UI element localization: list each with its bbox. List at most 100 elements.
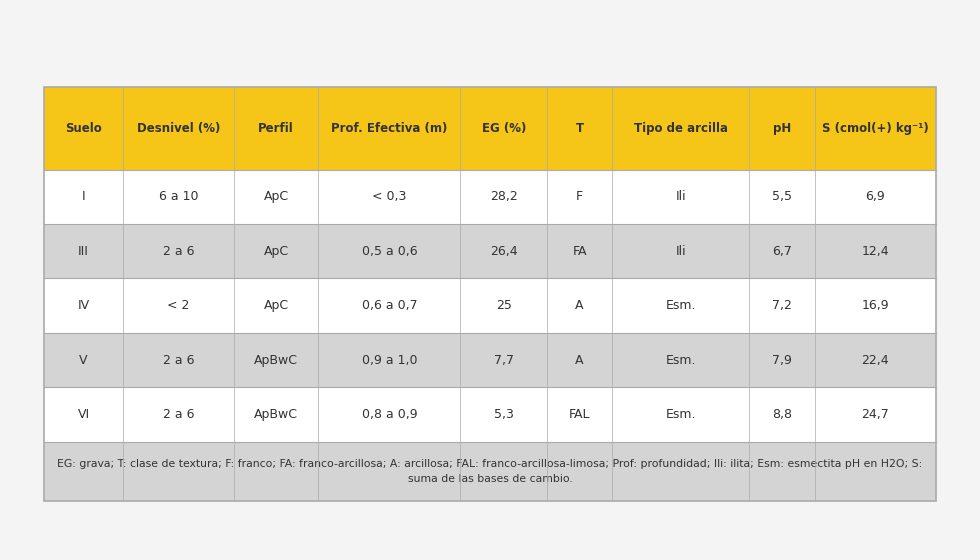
Bar bbox=[44, 224, 123, 278]
Bar bbox=[814, 388, 936, 442]
Bar bbox=[461, 224, 547, 278]
Text: ApC: ApC bbox=[264, 299, 288, 312]
Bar bbox=[750, 224, 814, 278]
Bar bbox=[612, 87, 750, 170]
Text: < 0,3: < 0,3 bbox=[372, 190, 407, 203]
Text: ApBwC: ApBwC bbox=[254, 353, 298, 367]
Bar bbox=[318, 87, 461, 170]
Text: 8,8: 8,8 bbox=[772, 408, 792, 421]
Bar bbox=[461, 278, 547, 333]
Bar bbox=[547, 333, 612, 388]
Text: 6,7: 6,7 bbox=[772, 245, 792, 258]
Text: VI: VI bbox=[77, 408, 90, 421]
Bar bbox=[814, 87, 936, 170]
Text: S (cmol(+) kg⁻¹): S (cmol(+) kg⁻¹) bbox=[822, 122, 929, 135]
Bar bbox=[318, 170, 461, 224]
Bar bbox=[750, 333, 814, 388]
Text: ApC: ApC bbox=[264, 245, 288, 258]
Bar bbox=[612, 170, 750, 224]
Bar bbox=[814, 170, 936, 224]
Bar bbox=[44, 333, 123, 388]
Bar bbox=[123, 87, 234, 170]
Text: IV: IV bbox=[77, 299, 90, 312]
Bar bbox=[234, 333, 318, 388]
Bar bbox=[461, 87, 547, 170]
Text: 5,3: 5,3 bbox=[494, 408, 514, 421]
Text: ApBwC: ApBwC bbox=[254, 408, 298, 421]
Bar bbox=[234, 87, 318, 170]
Bar bbox=[750, 388, 814, 442]
Text: EG: grava; T: clase de textura; F: franco; FA: franco-arcillosa; A: arcillosa; F: EG: grava; T: clase de textura; F: franc… bbox=[58, 459, 922, 484]
Text: 0,8 a 0,9: 0,8 a 0,9 bbox=[362, 408, 417, 421]
Text: ApC: ApC bbox=[264, 190, 288, 203]
Bar bbox=[318, 333, 461, 388]
Text: 12,4: 12,4 bbox=[861, 245, 889, 258]
Bar bbox=[612, 388, 750, 442]
Text: I: I bbox=[81, 190, 85, 203]
Bar bbox=[750, 170, 814, 224]
Bar bbox=[123, 333, 234, 388]
Text: Esm.: Esm. bbox=[665, 299, 696, 312]
Bar bbox=[234, 278, 318, 333]
Bar bbox=[750, 87, 814, 170]
Bar bbox=[461, 170, 547, 224]
Bar bbox=[234, 388, 318, 442]
Bar bbox=[318, 388, 461, 442]
Text: III: III bbox=[78, 245, 89, 258]
Text: F: F bbox=[576, 190, 583, 203]
Bar bbox=[44, 442, 936, 501]
Bar bbox=[318, 224, 461, 278]
Bar bbox=[547, 87, 612, 170]
Text: Ili: Ili bbox=[675, 190, 686, 203]
Text: A: A bbox=[575, 353, 584, 367]
Text: Esm.: Esm. bbox=[665, 353, 696, 367]
Bar bbox=[750, 278, 814, 333]
Bar bbox=[234, 170, 318, 224]
Bar bbox=[44, 388, 123, 442]
Bar bbox=[123, 388, 234, 442]
Text: EG (%): EG (%) bbox=[481, 122, 526, 135]
Bar bbox=[547, 170, 612, 224]
Bar bbox=[44, 170, 123, 224]
Bar bbox=[44, 87, 936, 501]
Bar bbox=[814, 224, 936, 278]
Text: Perfil: Perfil bbox=[258, 122, 294, 135]
Bar bbox=[123, 224, 234, 278]
Text: 2 a 6: 2 a 6 bbox=[163, 245, 194, 258]
Bar bbox=[547, 278, 612, 333]
Bar bbox=[612, 333, 750, 388]
Bar bbox=[461, 388, 547, 442]
Text: Ili: Ili bbox=[675, 245, 686, 258]
Bar bbox=[814, 278, 936, 333]
Text: 7,9: 7,9 bbox=[772, 353, 792, 367]
Text: 16,9: 16,9 bbox=[861, 299, 889, 312]
Text: 2 a 6: 2 a 6 bbox=[163, 353, 194, 367]
Text: 0,6 a 0,7: 0,6 a 0,7 bbox=[362, 299, 417, 312]
Bar bbox=[612, 278, 750, 333]
Text: T: T bbox=[575, 122, 584, 135]
Text: 24,7: 24,7 bbox=[861, 408, 889, 421]
Text: pH: pH bbox=[773, 122, 791, 135]
Text: 2 a 6: 2 a 6 bbox=[163, 408, 194, 421]
Bar bbox=[234, 224, 318, 278]
Text: 7,7: 7,7 bbox=[494, 353, 514, 367]
Text: 25: 25 bbox=[496, 299, 512, 312]
Bar bbox=[461, 333, 547, 388]
Text: < 2: < 2 bbox=[168, 299, 190, 312]
Text: 5,5: 5,5 bbox=[772, 190, 792, 203]
Bar bbox=[814, 333, 936, 388]
Text: 28,2: 28,2 bbox=[490, 190, 517, 203]
Text: V: V bbox=[79, 353, 88, 367]
Text: Prof. Efectiva (m): Prof. Efectiva (m) bbox=[331, 122, 448, 135]
Text: 26,4: 26,4 bbox=[490, 245, 517, 258]
Bar bbox=[44, 278, 123, 333]
Text: 22,4: 22,4 bbox=[861, 353, 889, 367]
Text: FAL: FAL bbox=[568, 408, 590, 421]
Text: 0,5 a 0,6: 0,5 a 0,6 bbox=[362, 245, 417, 258]
Text: 6,9: 6,9 bbox=[865, 190, 885, 203]
Text: 7,2: 7,2 bbox=[772, 299, 792, 312]
Text: Tipo de arcilla: Tipo de arcilla bbox=[634, 122, 728, 135]
Text: FA: FA bbox=[572, 245, 587, 258]
Bar bbox=[547, 388, 612, 442]
Bar bbox=[123, 278, 234, 333]
